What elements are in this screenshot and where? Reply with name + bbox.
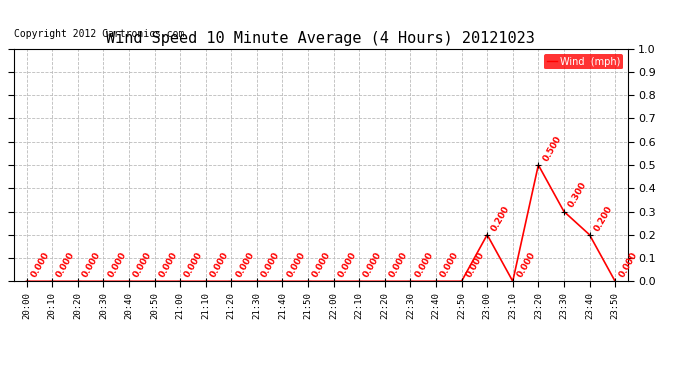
Text: 0.000: 0.000 xyxy=(362,251,384,279)
Title: Wind Speed 10 Minute Average (4 Hours) 20121023: Wind Speed 10 Minute Average (4 Hours) 2… xyxy=(106,31,535,46)
Text: 0.300: 0.300 xyxy=(566,181,589,209)
Text: 0.000: 0.000 xyxy=(132,251,153,279)
Text: 0.200: 0.200 xyxy=(592,204,614,232)
Text: Copyright 2012 Cartronics.com: Copyright 2012 Cartronics.com xyxy=(14,30,184,39)
Text: 0.200: 0.200 xyxy=(490,204,512,232)
Text: 0.000: 0.000 xyxy=(388,251,409,279)
Text: 0.000: 0.000 xyxy=(464,251,486,279)
Text: 0.000: 0.000 xyxy=(285,251,307,279)
Text: 0.000: 0.000 xyxy=(208,251,230,279)
Text: 0.000: 0.000 xyxy=(259,251,282,279)
Text: 0.000: 0.000 xyxy=(413,251,435,279)
Text: 0.000: 0.000 xyxy=(157,251,179,279)
Text: 0.000: 0.000 xyxy=(81,251,102,279)
Text: 0.000: 0.000 xyxy=(618,251,640,279)
Text: 0.000: 0.000 xyxy=(439,251,460,279)
Legend: Wind  (mph): Wind (mph) xyxy=(544,54,623,69)
Text: 0.000: 0.000 xyxy=(310,251,333,279)
Text: 0.000: 0.000 xyxy=(106,251,128,279)
Text: 0.000: 0.000 xyxy=(55,251,77,279)
Text: 0.000: 0.000 xyxy=(234,251,256,279)
Text: 0.500: 0.500 xyxy=(541,134,563,163)
Text: 0.000: 0.000 xyxy=(30,251,51,279)
Text: 0.000: 0.000 xyxy=(515,251,538,279)
Text: 0.000: 0.000 xyxy=(183,251,205,279)
Text: 0.000: 0.000 xyxy=(337,251,358,279)
